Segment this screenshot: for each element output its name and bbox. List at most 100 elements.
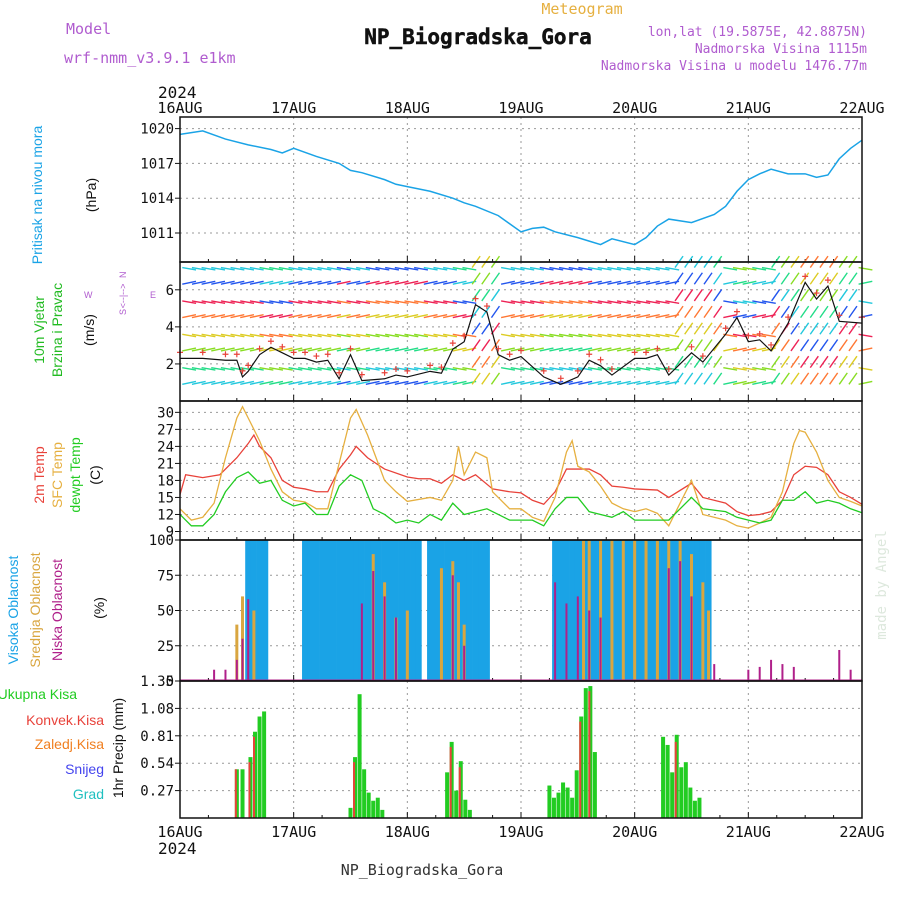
wind-vector [481, 289, 491, 302]
wind-vector [356, 266, 371, 271]
wind-gust-marker [836, 312, 843, 319]
wind-vector [597, 347, 612, 352]
high-cloud-bar [478, 540, 485, 681]
low-cloud-bar [451, 575, 454, 681]
wind-vector [346, 366, 361, 371]
wind-vector [510, 300, 525, 305]
wind-vector [607, 280, 622, 285]
wind-vector [307, 314, 322, 319]
total-precip-bar [556, 792, 561, 818]
wind-vector [771, 355, 781, 369]
mid-cloud-bar [610, 540, 614, 681]
wind-vector [674, 322, 684, 335]
mid-cloud-axis-title: Srednja Oblacnost [27, 552, 43, 667]
wind-vector [684, 272, 694, 285]
wind-vector [752, 314, 767, 319]
wind-vector [713, 289, 723, 302]
high-cloud-bar [307, 540, 314, 681]
wind-vector [490, 355, 501, 369]
y-tick-label: 50 [157, 604, 174, 620]
high-cloud-bar [625, 540, 632, 681]
wind-vector [288, 380, 303, 386]
wind-vector [211, 266, 226, 271]
wind-axis-unit: (m/s) [81, 314, 97, 346]
wind-gust-marker [699, 353, 706, 360]
meteogram-subtitle: Meteogram [541, 0, 622, 18]
wind-vector [723, 266, 738, 271]
wind-vector [346, 347, 361, 352]
low-cloud-bar [588, 610, 591, 681]
wind-vector [462, 300, 477, 305]
wind-vector [375, 314, 390, 319]
wind-gust-marker [199, 349, 206, 356]
wind-vector [288, 333, 303, 338]
mid-cloud-bar [439, 568, 443, 681]
wind-vector [790, 355, 800, 369]
wind-vector [829, 355, 839, 369]
wind-vector [549, 280, 564, 285]
wind-vector [674, 305, 684, 319]
wind-vector [510, 333, 525, 338]
wind-vector [442, 314, 457, 319]
conv-precip-bar [674, 741, 677, 818]
y-tick-label: 6 [166, 283, 174, 299]
wind-vector [684, 322, 694, 335]
wind-vector [240, 333, 255, 338]
low-cloud-bar [394, 617, 397, 681]
wind-vector [298, 314, 313, 319]
high-cloud-bar [398, 540, 405, 681]
wind-vector [520, 333, 535, 338]
wind-vector [636, 280, 651, 285]
wind-gust-marker [768, 341, 775, 348]
wind-vector [317, 380, 332, 386]
wind-vector [780, 289, 790, 302]
wind-vector [220, 314, 235, 319]
wind-vector [858, 366, 873, 371]
wind-vector [858, 300, 873, 305]
wind-vector [568, 266, 583, 271]
conv-precip-bar [253, 736, 256, 818]
wind-vector [249, 280, 264, 285]
wind-vector [230, 333, 245, 338]
wind-vector [500, 347, 515, 352]
wind-vector [414, 366, 429, 371]
wind-vector [674, 339, 684, 352]
wind-vector [510, 280, 525, 285]
wind-vector [327, 347, 342, 352]
cloud-axis-unit: (%) [91, 597, 107, 619]
wind-vector [278, 300, 293, 305]
wind-vector [230, 266, 245, 271]
wind-vector [529, 347, 544, 352]
wind-vector [761, 266, 776, 271]
wind-gust-marker [358, 371, 365, 378]
wind-vector [587, 366, 602, 371]
high-cloud-bar [483, 540, 490, 681]
wind-vector [693, 322, 703, 335]
wind-vector [356, 380, 371, 386]
wind-vector [510, 266, 525, 271]
wind-vector [626, 380, 641, 386]
wind-vector [529, 280, 544, 285]
wind-vector [568, 347, 583, 352]
watermark: made by Angel [874, 530, 890, 640]
legend-frozen-precip: Zaledj.Kisa [35, 736, 104, 752]
wind-vector [404, 314, 419, 319]
wind-vector [693, 272, 703, 285]
wind-vector [819, 305, 829, 319]
low-cloud-bar [224, 669, 227, 681]
wind-vector [742, 380, 757, 386]
wind-vector [829, 339, 839, 352]
panel-frame [179, 680, 863, 819]
wind-compass-icon: W N S <--|--> E [84, 272, 156, 316]
wind-vector [780, 339, 790, 352]
wind-vector [558, 347, 573, 352]
wind-vector [481, 372, 491, 385]
mid-cloud-bar [405, 610, 409, 681]
x-tick-label-top: 17AUG [271, 99, 316, 117]
wind-vector [520, 266, 535, 271]
wind-vector [655, 366, 670, 371]
legend-conv-precip: Konvek.Kisa [26, 712, 104, 728]
precip-axis-unit: 1hr Precip (mm) [110, 698, 126, 798]
total-precip-bar [467, 809, 472, 818]
wind-vector [790, 272, 800, 285]
